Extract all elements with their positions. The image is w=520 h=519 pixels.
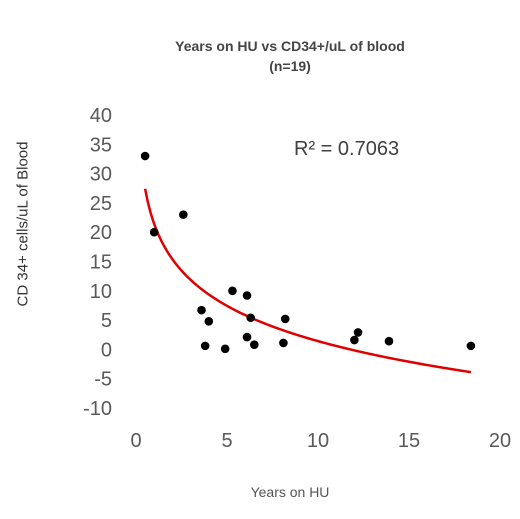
x-tick-label: 20 (489, 430, 511, 452)
y-tick-label: 40 (90, 105, 112, 127)
x-tick-label: 15 (398, 430, 420, 452)
y-tick-label: 10 (90, 281, 112, 303)
x-tick-labels: 0 5 10 15 20 (130, 430, 511, 452)
data-point (140, 151, 150, 161)
data-point (242, 332, 252, 342)
data-point (384, 336, 394, 346)
chart-subtitle: (n=19) (269, 58, 311, 74)
data-point (250, 340, 259, 350)
data-point (204, 316, 214, 326)
y-tick-label: 30 (90, 164, 112, 186)
y-tick-labels: 40 35 30 25 20 15 10 5 0 -5 -10 (83, 105, 112, 420)
y-tick-label: -10 (83, 398, 112, 420)
x-tick-label: 10 (307, 430, 329, 452)
y-tick-label: 20 (90, 222, 112, 244)
x-tick-label: 5 (221, 430, 232, 452)
data-point (280, 314, 290, 324)
y-tick-label: -5 (94, 369, 112, 391)
chart-title: Years on HU vs CD34+/uL of blood (175, 38, 405, 54)
trendline (143, 188, 472, 374)
data-point (466, 341, 476, 351)
y-tick-label: 0 (101, 339, 112, 361)
y-tick-label: 35 (90, 134, 112, 156)
data-point (350, 335, 359, 345)
data-point (220, 344, 230, 354)
data-point (279, 338, 288, 348)
x-tick-label: 0 (130, 430, 141, 452)
r-squared-label: R² = 0.7063 (294, 138, 399, 160)
y-tick-label: 5 (101, 310, 112, 332)
data-point (200, 341, 210, 351)
data-points (140, 151, 476, 354)
y-tick-label: 25 (90, 193, 112, 215)
data-point (149, 227, 159, 237)
data-point (246, 313, 255, 323)
data-point (197, 305, 206, 315)
y-tick-label: 15 (90, 252, 112, 274)
data-point (242, 291, 252, 300)
data-point (353, 328, 363, 337)
data-point (179, 210, 188, 219)
x-axis-label: Years on HU (250, 484, 330, 500)
data-point (228, 286, 237, 296)
